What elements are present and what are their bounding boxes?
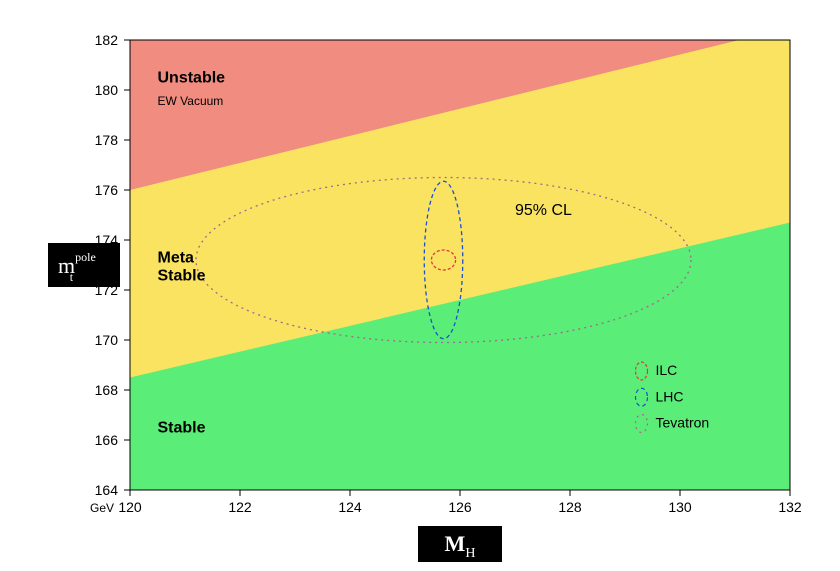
cl-label: 95% CL xyxy=(515,202,572,219)
label-unstable: Unstable xyxy=(158,70,226,87)
x-tick-label: 130 xyxy=(668,499,692,515)
y-tick-label: 166 xyxy=(95,432,119,448)
unit-label: GeV xyxy=(90,501,114,515)
y-tick-label: 164 xyxy=(95,482,119,498)
x-tick-label: 128 xyxy=(558,499,582,515)
y-tick-label: 168 xyxy=(95,382,119,398)
y-tick-label: 176 xyxy=(95,182,119,198)
legend-label-lhc: LHC xyxy=(656,388,684,404)
y-tick-label: 170 xyxy=(95,332,119,348)
x-tick-label: 126 xyxy=(448,499,472,515)
y-tick-label: 182 xyxy=(95,32,119,48)
legend-label-ilc: ILC xyxy=(656,362,678,378)
x-tick-label: 132 xyxy=(778,499,802,515)
x-tick-label: 120 xyxy=(118,499,142,515)
y-tick-label: 180 xyxy=(95,82,119,98)
label-stable: Stable xyxy=(158,420,206,437)
vacuum-stability-chart: 1201221241261281301321641661681701721741… xyxy=(0,0,840,571)
x-tick-label: 124 xyxy=(338,499,362,515)
y-tick-label: 178 xyxy=(95,132,119,148)
legend-label-tevatron: Tevatron xyxy=(656,415,710,431)
x-tick-label: 122 xyxy=(228,499,252,515)
label-unstable-sub: EW Vacuum xyxy=(158,94,224,108)
